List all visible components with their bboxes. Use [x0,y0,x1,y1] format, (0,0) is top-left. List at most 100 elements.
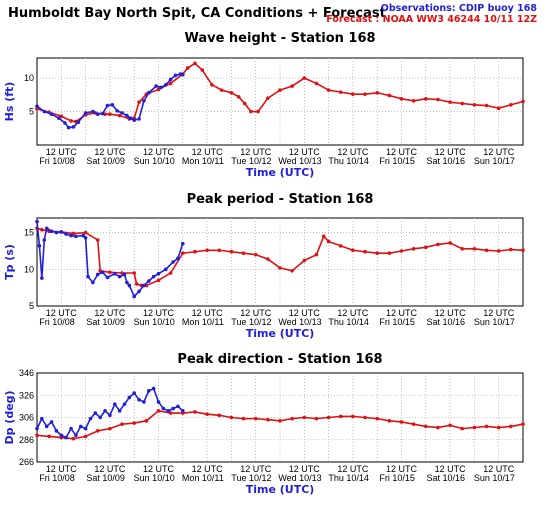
x-tick-label: 12 UTC [337,147,369,157]
x-day-label: Tue 10/12 [231,156,271,166]
data-point-observation [132,118,136,123]
x-day-label: Thu 10/14 [328,473,369,483]
data-point-forecast [242,101,247,106]
data-point-observation [161,406,166,411]
x-tick-label: 12 UTC [435,464,467,474]
data-point-forecast [69,119,73,123]
data-point-observation [83,236,88,240]
x-tick-label: 12 UTC [240,308,272,318]
data-point-forecast [137,100,141,104]
data-point-observation [137,397,141,402]
data-point-observation [122,272,127,277]
x-day-label: Sat 10/16 [427,156,466,166]
x-tick-label: 12 UTC [289,147,321,157]
x-day-label: Sat 10/09 [86,156,125,166]
x-tick-label: 12 UTC [192,147,224,157]
data-point-observation [86,274,90,279]
data-point-forecast [205,412,209,416]
x-day-label: Mon 10/11 [182,156,224,166]
data-point-forecast [302,258,307,263]
data-point-observation [95,272,100,277]
data-point-observation [142,99,146,103]
x-day-label: Wed 10/13 [278,156,321,166]
data-point-forecast [132,421,136,425]
x-tick-label: 12 UTC [143,464,175,474]
data-point-forecast [436,425,440,430]
data-point-forecast [168,271,173,275]
data-point-observation [137,289,141,294]
data-point-forecast [229,415,234,420]
data-point-forecast [35,433,39,438]
y-tick-label: 346 [19,368,34,378]
data-point-observation [159,85,163,90]
data-point-forecast [266,96,270,100]
data-point-observation [122,402,127,406]
data-point-forecast [472,103,477,107]
y-tick-label: 10 [24,264,34,274]
data-point-forecast [314,81,319,86]
legend-forecast: Forecast : NOAA WW3 46244 10/11 12Z [326,14,537,25]
data-point-observation [181,72,185,77]
data-point-forecast [200,68,205,72]
data-point-forecast [363,92,367,96]
data-point-forecast [521,422,525,426]
data-point-observation [156,271,161,276]
data-point-forecast [424,424,428,429]
data-point-observation [146,389,151,393]
x-day-label: Tue 10/12 [231,473,271,483]
data-point-observation [117,409,122,413]
data-point-forecast [496,425,501,430]
data-point-observation [166,409,171,413]
x-day-label: Sun 10/10 [134,156,175,166]
data-point-forecast [411,99,416,103]
data-point-observation [66,125,71,130]
x-tick-label: 12 UTC [483,464,515,474]
data-point-forecast [205,248,209,253]
data-point-observation [64,232,68,236]
data-point-observation [35,219,39,224]
x-tick-label: 12 UTC [435,147,467,157]
data-point-observation [40,276,44,280]
x-tick-label: 12 UTC [337,464,369,474]
data-point-forecast [193,249,197,254]
data-point-forecast [253,252,258,257]
data-point-observation [163,82,168,87]
data-point-forecast [95,429,100,433]
data-point-observation [125,113,129,118]
data-point-observation [137,117,141,121]
data-point-forecast [229,249,234,254]
data-point-observation [57,116,61,121]
data-point-observation [112,271,117,276]
data-point-forecast [509,103,513,107]
data-point-forecast [156,87,161,92]
data-point-observation [42,238,47,242]
data-point-forecast [236,95,241,99]
x-tick-label: 12 UTC [94,308,126,318]
data-point-observation [117,274,122,279]
data-point-forecast [484,424,489,429]
data-point-observation [132,294,136,299]
data-point-observation [74,234,78,239]
data-point-forecast [278,266,282,270]
data-point-forecast [35,107,39,111]
data-point-forecast [484,103,489,108]
data-point-forecast [314,252,319,257]
data-point-observation [105,103,110,108]
data-point-observation [154,84,158,88]
data-point-forecast [351,92,355,96]
data-point-forecast [144,419,149,423]
data-point-forecast [95,238,100,242]
data-point-forecast [256,109,260,114]
data-point-observation [59,230,64,234]
chart-title: Peak direction - Station 168 [177,352,382,367]
data-point-forecast [387,419,392,423]
data-point-forecast [168,81,173,86]
x-day-label: Sun 10/10 [134,473,175,483]
data-point-observation [44,424,49,429]
x-tick-label: 12 UTC [386,308,418,318]
data-point-forecast [219,88,224,92]
data-point-forecast [168,411,173,415]
x-tick-label: 12 UTC [337,308,369,318]
